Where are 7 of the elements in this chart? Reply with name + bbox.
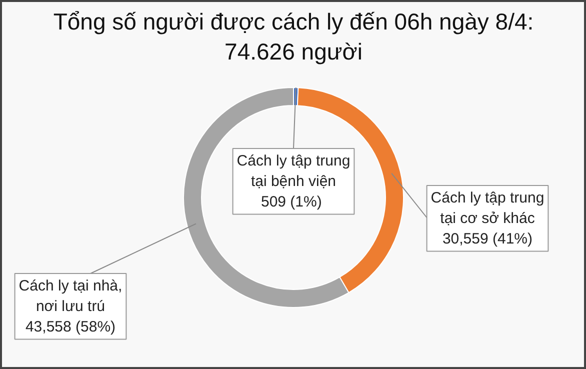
chart-title: Tổng số người được cách ly đến 06h ngày 8/4: 74.626 người xyxy=(53,8,534,64)
slice-label: Cách ly tập trung tại cơ sở khác xyxy=(430,190,544,227)
data-label: 43,558 (58%) xyxy=(25,318,116,336)
data-label: 30,559 (41%) xyxy=(442,230,533,248)
data-label: 509 (1%) xyxy=(260,193,322,210)
slice-label: Cách ly tập trung tại bệnh viện xyxy=(236,152,350,190)
slice-label: Cách ly tại nhà, nơi lưu trú xyxy=(18,278,122,315)
